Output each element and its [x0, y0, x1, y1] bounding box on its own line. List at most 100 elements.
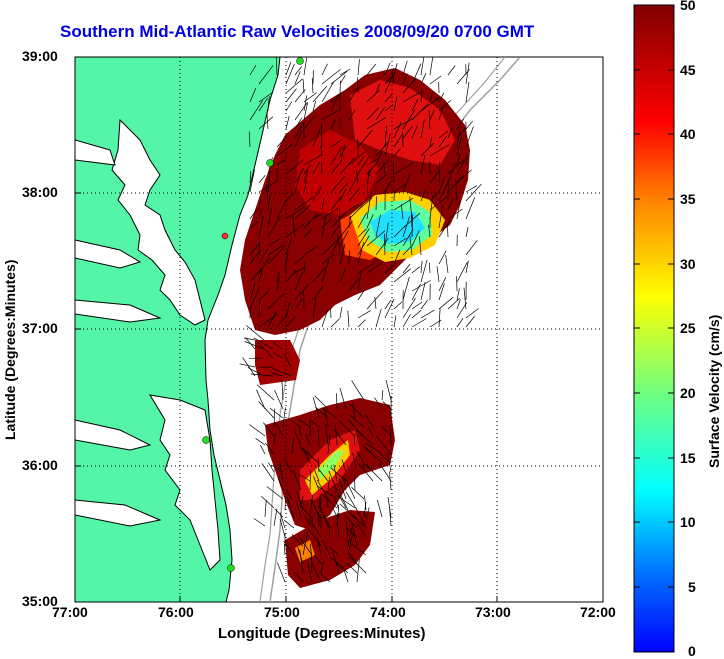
velocity-vector	[309, 494, 314, 518]
x-tick-label: 72:00	[580, 604, 616, 620]
velocity-vector	[261, 495, 275, 509]
velocity-vector	[248, 131, 251, 148]
velocity-vector	[366, 63, 376, 76]
velocity-vector	[438, 107, 444, 121]
velocity-vector	[456, 118, 464, 130]
velocity-vector	[347, 527, 352, 547]
velocity-vector	[366, 117, 387, 130]
velocity-vector	[263, 422, 275, 437]
y-tick-label: 39:00	[22, 48, 58, 64]
velocity-vector	[389, 471, 392, 491]
velocity-vector	[349, 404, 365, 419]
velocity-vector	[364, 495, 367, 511]
velocity-vector	[258, 216, 264, 238]
velocity-vector	[267, 171, 271, 193]
velocity-vector	[276, 136, 288, 148]
velocity-vector	[367, 426, 374, 437]
velocity-vector	[411, 301, 423, 310]
velocity-vector	[267, 195, 271, 211]
velocity-vector	[249, 100, 264, 121]
velocity-vector	[446, 223, 449, 238]
velocity-vector	[309, 470, 311, 491]
velocity-vector	[419, 236, 422, 256]
velocity-vector	[272, 341, 283, 350]
x-tick-label: 76:00	[158, 604, 194, 620]
velocity-vector	[293, 428, 302, 446]
velocity-vector	[338, 478, 347, 500]
velocity-vector	[249, 241, 261, 256]
velocity-vector	[294, 272, 303, 292]
velocity-vector	[420, 282, 426, 301]
velocity-vector	[285, 488, 293, 500]
velocity-vector	[285, 316, 296, 328]
velocity-vector	[456, 69, 470, 85]
velocity-vector	[384, 62, 391, 76]
velocity-vector	[310, 557, 313, 574]
colorbar-tick-label: 45	[680, 62, 696, 78]
velocity-vector	[375, 308, 382, 328]
velocity-vector	[349, 414, 365, 428]
velocity-vector	[402, 78, 416, 94]
velocity-vector	[294, 102, 308, 121]
velocity-vector	[429, 75, 442, 85]
velocity-vector	[297, 418, 311, 428]
station-markers	[202, 57, 304, 572]
velocity-vector	[411, 63, 422, 85]
velocity-vector	[258, 181, 276, 193]
velocity-vector	[352, 402, 356, 419]
x-axis-label: Longitude (Degrees:Minutes)	[218, 625, 426, 642]
velocity-vector	[379, 462, 392, 482]
velocity-vector	[249, 221, 259, 229]
y-tick-label: 37:00	[22, 320, 58, 336]
velocity-vector	[375, 196, 377, 211]
velocity-vector	[456, 153, 461, 166]
velocity-vector	[438, 250, 447, 265]
velocity-vector	[267, 246, 285, 265]
velocity-vector	[465, 239, 478, 256]
velocity-vector	[438, 297, 454, 310]
velocity-vector	[346, 562, 358, 574]
velocity-vector	[285, 192, 295, 202]
velocity-vector	[342, 566, 349, 583]
velocity-vector	[330, 94, 339, 112]
velocity-vector	[239, 363, 256, 368]
velocity-vector	[330, 318, 340, 328]
velocity-vector	[465, 308, 479, 319]
velocity-vector	[429, 91, 433, 103]
velocity-vector	[258, 91, 274, 103]
velocity-vector	[340, 494, 349, 511]
velocity-vector	[345, 527, 358, 538]
velocity-vector	[456, 288, 460, 301]
velocity-vector	[321, 238, 340, 256]
velocity-vector	[420, 142, 435, 157]
velocity-vector	[317, 429, 320, 446]
velocity-vector	[321, 198, 325, 211]
velocity-vector	[283, 540, 295, 556]
velocity-vector	[438, 130, 449, 139]
velocity-vector	[376, 435, 392, 455]
velocity-vector	[247, 367, 265, 377]
velocity-vector	[347, 540, 367, 556]
velocity-vector	[355, 429, 374, 446]
velocity-vector	[285, 252, 289, 265]
station-marker	[296, 57, 304, 65]
velocity-vector	[285, 158, 305, 175]
colorbar-tick-label: 10	[680, 514, 696, 530]
velocity-vector	[465, 226, 469, 238]
velocity-vector	[336, 393, 338, 410]
velocity-vector	[447, 159, 465, 175]
velocity-vector	[249, 305, 251, 319]
velocity-vector	[362, 445, 374, 455]
velocity-vector	[438, 220, 451, 238]
velocity-vector	[411, 103, 429, 121]
velocity-vector	[312, 85, 328, 103]
velocity-vector	[357, 241, 365, 265]
velocity-vector	[312, 186, 322, 202]
velocity-vector	[393, 161, 415, 175]
velocity-vector	[276, 159, 286, 166]
velocity-vector	[348, 109, 356, 121]
velocity-vector	[310, 420, 320, 428]
velocity-vector	[285, 61, 292, 76]
velocity-vector	[330, 163, 340, 175]
velocity-vector	[429, 196, 448, 211]
